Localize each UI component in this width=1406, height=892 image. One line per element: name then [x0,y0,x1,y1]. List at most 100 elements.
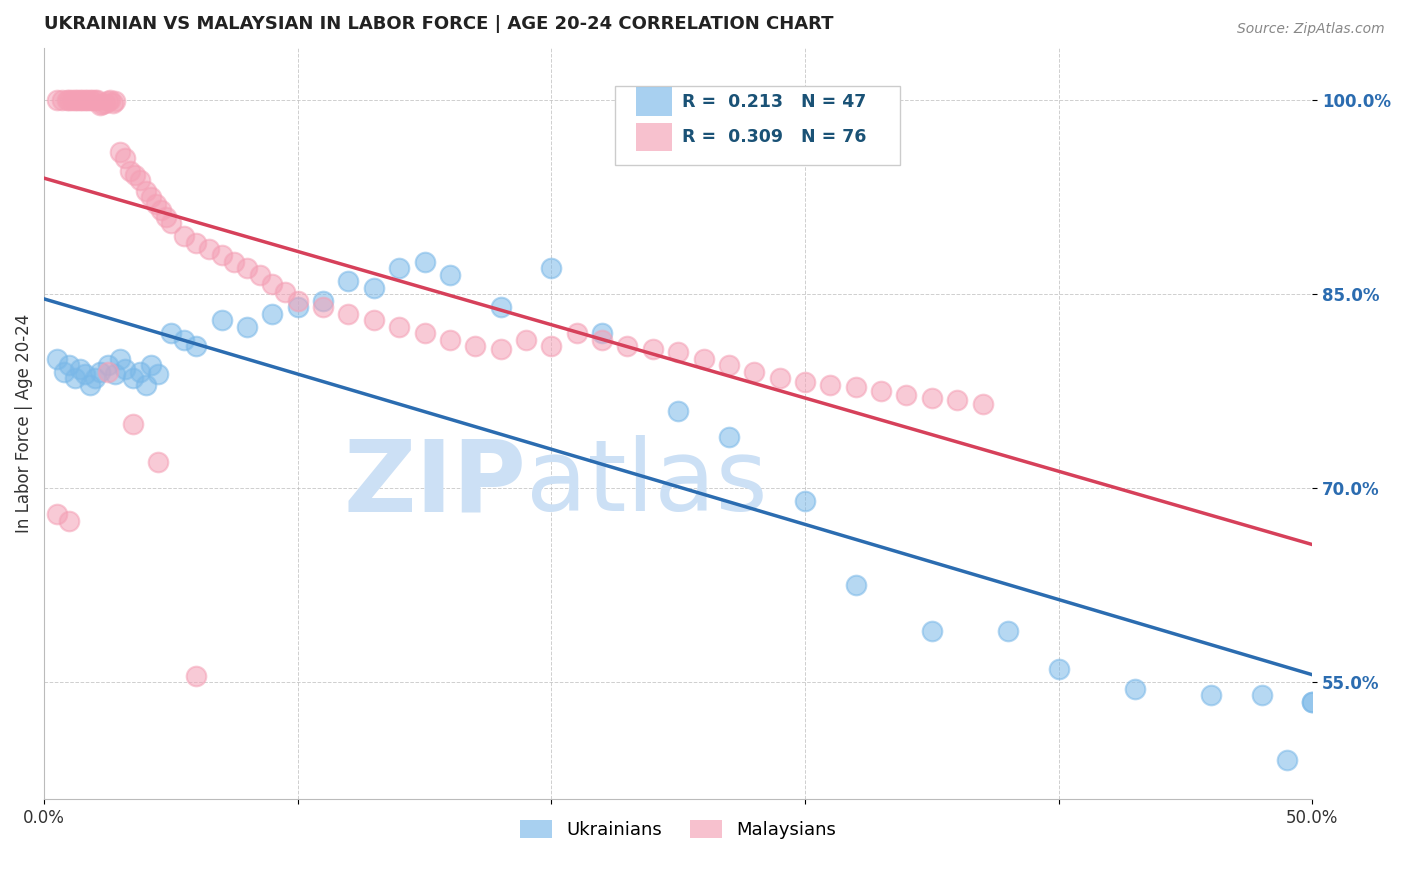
Point [135,184,157,198]
Point [70,93,93,107]
Point [98,93,121,107]
Point [337,274,360,288]
Point [1250,689,1272,703]
Point [104,95,127,109]
Point [591,333,613,347]
Point [83,93,105,107]
Point [186,669,208,683]
Point [363,281,385,295]
Text: R =  0.309   N = 76: R = 0.309 N = 76 [682,128,866,146]
Point [515,333,537,347]
FancyBboxPatch shape [637,123,672,152]
Point [51,93,73,107]
Point [148,368,170,382]
Point [717,429,740,443]
Point [108,145,131,159]
Point [58,514,80,528]
Point [114,152,136,166]
Point [53,365,76,379]
Point [489,300,512,314]
Point [312,300,335,314]
Point [794,376,817,390]
Point [641,342,664,356]
Point [45,351,67,366]
Point [717,359,740,373]
Point [73,368,96,382]
Point [129,365,152,379]
Point [565,326,588,340]
Point [104,368,127,382]
Point [1275,753,1298,767]
Point [921,624,943,638]
Point [76,93,98,107]
Point [337,307,360,321]
Point [439,268,461,282]
Point [870,384,893,399]
Point [1301,695,1323,709]
Point [89,365,111,379]
Point [186,235,208,250]
Point [845,578,868,592]
Point [388,319,411,334]
Point [120,164,142,178]
Point [591,326,613,340]
Point [274,285,297,299]
Point [129,173,152,187]
Point [89,98,111,112]
Point [388,261,411,276]
Point [666,403,689,417]
Point [86,93,108,107]
Point [124,168,146,182]
Point [997,624,1019,638]
Point [794,494,817,508]
FancyBboxPatch shape [614,86,900,165]
Point [58,93,80,107]
Text: ZIP: ZIP [343,435,526,533]
Point [236,261,259,276]
FancyBboxPatch shape [637,87,672,116]
Point [56,93,79,107]
Point [155,210,177,224]
Point [262,307,284,321]
Point [79,377,101,392]
Point [122,417,145,431]
Point [96,365,118,379]
Point [114,362,136,376]
Point [173,229,195,244]
Point [60,93,83,107]
Point [946,393,969,408]
Point [45,507,67,521]
Point [489,342,512,356]
Point [96,95,118,109]
Text: Source: ZipAtlas.com: Source: ZipAtlas.com [1237,22,1385,37]
Point [287,293,309,308]
Point [896,388,918,402]
Point [108,351,131,366]
Point [186,339,208,353]
Point [845,380,868,394]
Point [540,339,562,353]
Point [145,196,167,211]
Point [173,333,195,347]
Text: atlas: atlas [526,435,768,533]
Point [58,359,80,373]
Point [63,93,86,107]
Point [1047,663,1070,677]
Point [83,371,105,385]
Point [921,391,943,405]
Point [616,339,638,353]
Point [464,339,486,353]
Point [363,313,385,327]
Point [139,190,162,204]
Point [66,93,89,107]
Point [769,371,792,385]
Point [160,216,183,230]
Point [135,377,157,392]
Point [262,277,284,291]
Point [312,293,335,308]
Point [1199,689,1222,703]
Point [413,326,436,340]
Point [69,93,91,107]
Y-axis label: In Labor Force | Age 20-24: In Labor Force | Age 20-24 [15,314,32,533]
Text: R =  0.213   N = 47: R = 0.213 N = 47 [682,93,866,111]
